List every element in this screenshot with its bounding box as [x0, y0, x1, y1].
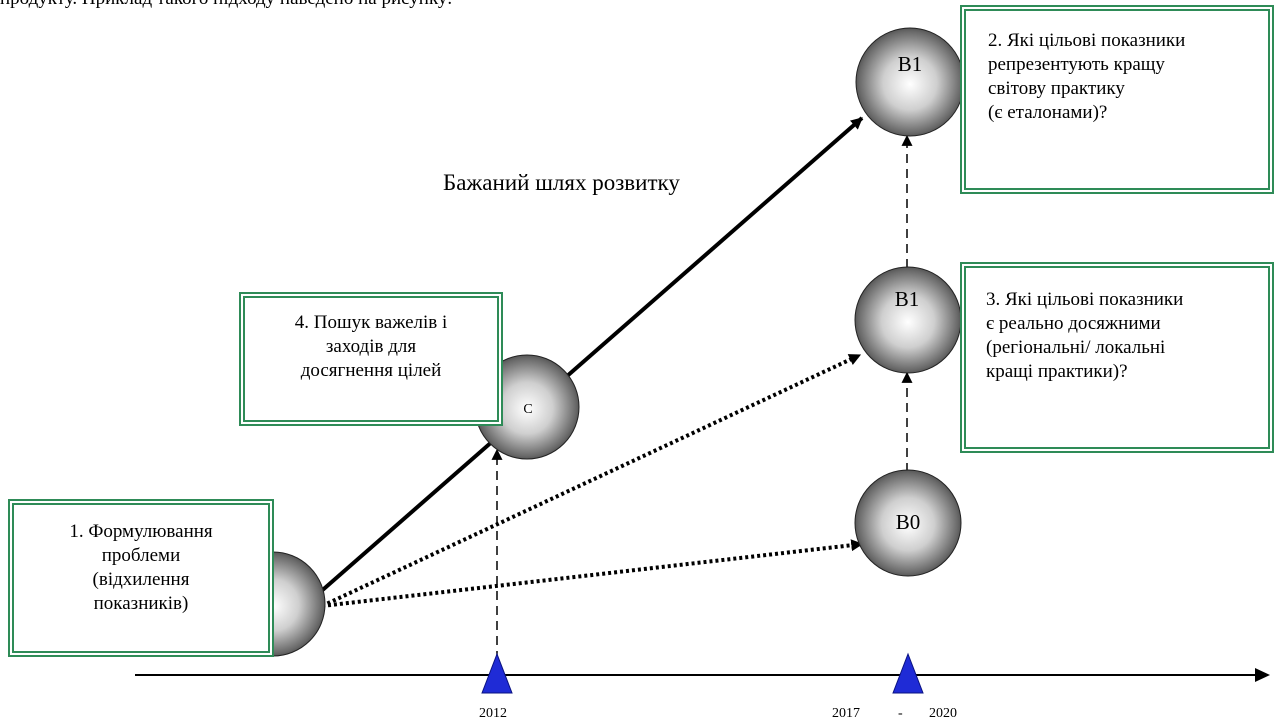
- node-b1-top: B1: [855, 27, 965, 137]
- node-b1-mid: B1: [854, 266, 962, 374]
- box3-line2: є реально досяжними: [986, 313, 1161, 334]
- cut-top-text: продукту. Приклад такого підходу наведен…: [0, 0, 452, 10]
- year-2020-label: 2020: [929, 706, 957, 721]
- box2-line2: репрезентують кращу: [988, 54, 1165, 75]
- box4-line1: 4. Пошук важелів і: [294, 312, 448, 333]
- node-b0-label: B0: [896, 510, 921, 534]
- dotted-arrow-a-to-b1: [321, 353, 862, 608]
- box1-line3: (відхилення: [92, 569, 190, 590]
- box-problem-formulation: 1. Формулювання проблеми (відхилення пок…: [12, 503, 270, 653]
- timeline-marker-2012: [481, 652, 513, 694]
- year-2012-label: 2012: [479, 706, 507, 721]
- node-b1-top-label: B1: [898, 52, 923, 76]
- year-dash: -: [898, 706, 903, 721]
- node-c-label: C: [523, 402, 532, 417]
- year-2017-label: 2017: [832, 706, 860, 721]
- node-b1-mid-label: B1: [895, 287, 920, 311]
- node-b0: B0: [854, 469, 962, 577]
- box-achievable-targets: 3. Які цільові показники є реально досяж…: [964, 266, 1270, 449]
- box3-line3: (регіональні/ локальні: [986, 337, 1166, 358]
- box2-line4: (є еталонами)?: [988, 102, 1108, 123]
- box-levers-search: 4. Пошук важелів і заходів для досягненн…: [243, 296, 499, 422]
- timeline-marker-2020: [892, 652, 924, 694]
- box4-line2: заходів для: [325, 336, 417, 357]
- box2-line3: світову практику: [988, 78, 1125, 99]
- box1-line4: показників): [93, 593, 189, 614]
- box1-line1: 1. Формулювання: [69, 521, 213, 542]
- dotted-arrow-a-to-b0: [321, 539, 864, 608]
- box3-line4: кращі практики)?: [986, 361, 1128, 382]
- box3-line1: 3. Які цільові показники: [986, 289, 1184, 310]
- box-world-best-practice: 2. Які цільові показники репрезентують к…: [964, 9, 1270, 190]
- desired-path-label: Бажаний шлях розвитку: [443, 170, 680, 195]
- desired-path-arrow: [316, 116, 864, 596]
- box1-line2: проблеми: [101, 545, 181, 566]
- box2-line1: 2. Які цільові показники: [988, 30, 1186, 51]
- box4-line3: досягнення цілей: [300, 360, 442, 381]
- timeline-arrowhead: [1255, 668, 1270, 682]
